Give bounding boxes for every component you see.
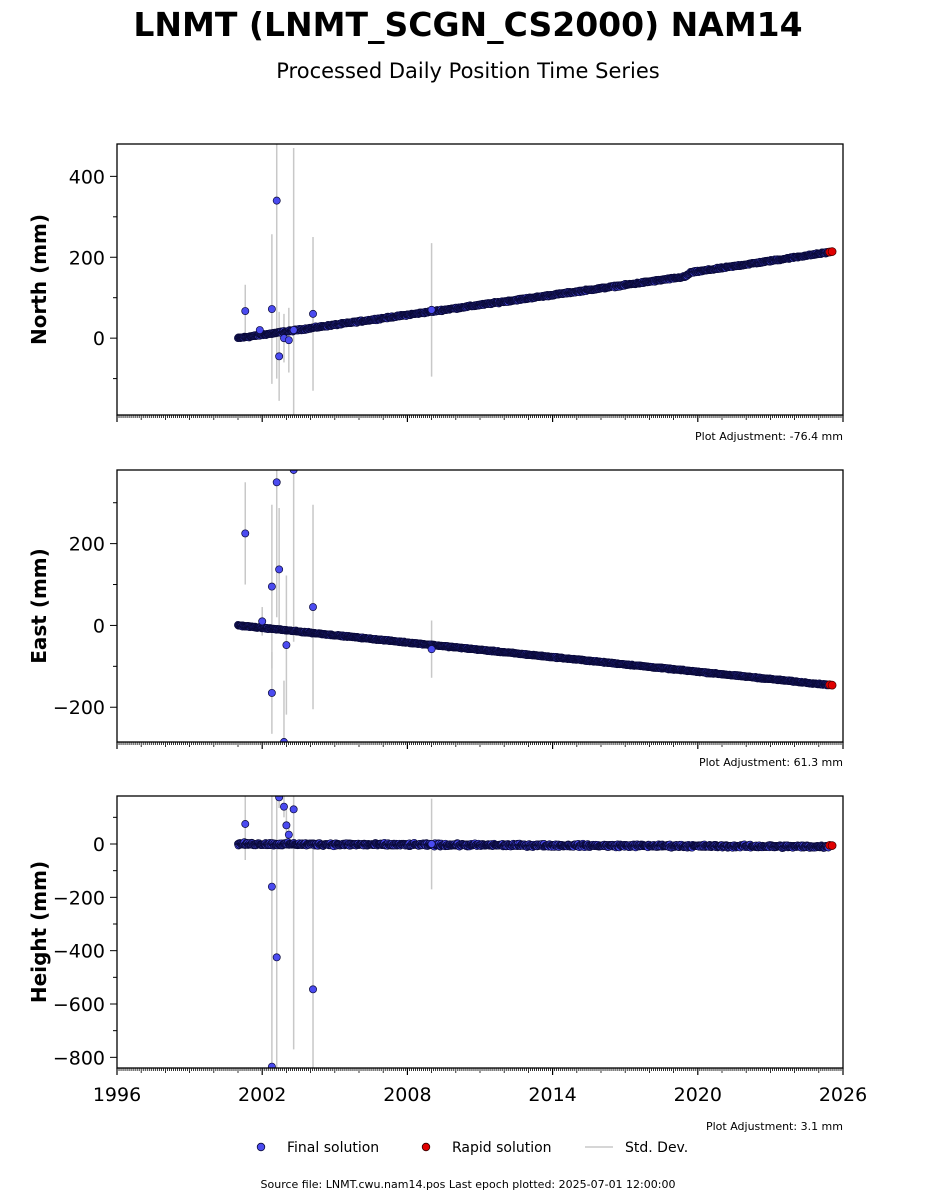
legend: Final solution Rapid solution Std. Dev.	[256, 1140, 688, 1156]
rapid-point	[827, 247, 837, 256]
final-point-outlier	[275, 796, 284, 802]
panel-1: 0 200 400 North (mm) Plot Adjustment: -76.4 …	[27, 143, 844, 443]
y-axis-label: East (mm)	[27, 548, 51, 664]
final-point-outlier	[267, 1062, 276, 1068]
chart-title: LNMT (LNMT_SCGN_CS2000) NAM14	[133, 5, 802, 44]
rapid-point	[827, 680, 837, 690]
legend-stddev-label: Std. Dev.	[625, 1140, 688, 1156]
y-tick-label: −600	[53, 994, 105, 1016]
y-tick-label: 200	[69, 534, 105, 556]
legend-rapid-label: Rapid solution	[452, 1140, 552, 1156]
y-tick-label: −400	[53, 941, 105, 963]
y-tick-label: −200	[53, 887, 105, 909]
final-point-outlier	[241, 529, 250, 538]
final-point-outlier	[282, 821, 291, 830]
x-tick-label: 2014	[528, 1084, 576, 1106]
axes-frame	[116, 469, 844, 743]
final-point-outlier	[272, 953, 281, 962]
panel-2: −200 0 200 East (mm) Plot Adjustment: 61.3 m…	[27, 469, 844, 769]
final-point-outlier	[267, 882, 276, 891]
plot-adjustment-note: Plot Adjustment: 61.3 mm	[699, 756, 843, 769]
final-point-outlier	[241, 820, 250, 828]
final-point-outlier	[284, 336, 293, 345]
panel-3: −800 −600 −400 −200 0 Height (mm) 1996 2002 2008…	[27, 795, 867, 1133]
final-point-outlier	[427, 840, 436, 848]
final-point-outlier	[289, 326, 298, 335]
y-axis-label: North (mm)	[27, 214, 51, 345]
final-point-outlier	[309, 603, 317, 611]
plot-area	[234, 144, 837, 415]
final-point-outlier	[427, 305, 436, 314]
axes-frame	[116, 795, 844, 1069]
y-tick-label: 0	[93, 834, 105, 856]
plot-area	[234, 796, 837, 1068]
y-tick-label: −800	[53, 1047, 105, 1069]
x-tick-label: 2008	[383, 1084, 431, 1106]
legend-final-label: Final solution	[287, 1140, 379, 1156]
final-point-outlier	[282, 641, 291, 650]
x-tick-label: 2020	[674, 1084, 722, 1106]
y-tick-label: 0	[93, 328, 105, 350]
source-note: Source file: LNMT.cwu.nam14.pos Last epo…	[261, 1178, 676, 1191]
final-point-outlier	[275, 565, 284, 574]
final-point-outlier	[309, 985, 317, 994]
final-point-outlier	[289, 470, 298, 474]
rapid-point	[827, 841, 837, 850]
final-point-outlier	[255, 326, 264, 335]
final-point-outlier	[258, 617, 267, 626]
axes-frame	[116, 143, 844, 416]
y-tick-label: 0	[93, 615, 105, 637]
y-tick-label: 400	[69, 166, 105, 188]
plot-adjustment-note: Plot Adjustment: 3.1 mm	[706, 1120, 843, 1133]
final-point-outlier	[280, 738, 288, 742]
final-point-outlier	[272, 196, 281, 205]
x-tick-label: 1996	[93, 1084, 141, 1106]
x-tick-label: 2002	[238, 1084, 286, 1106]
final-point-outlier	[267, 688, 276, 697]
final-point-outlier	[272, 478, 281, 487]
final-point-outlier	[275, 352, 284, 361]
legend-final-marker	[256, 1142, 266, 1152]
y-axis-label: Height (mm)	[27, 861, 51, 1003]
final-point-outlier	[267, 305, 276, 313]
final-point-outlier	[427, 645, 436, 654]
final-point-outlier	[267, 582, 276, 591]
y-tick-label: 200	[69, 247, 105, 269]
plot-adjustment-note: Plot Adjustment: -76.4 mm	[695, 430, 843, 443]
final-point-outlier	[284, 830, 293, 839]
x-tick-label: 2026	[819, 1084, 867, 1106]
final-point-outlier	[289, 805, 298, 814]
panels: 0 200 400 North (mm) Plot Adjustment: -76.4 …	[27, 143, 867, 1133]
plot-area	[234, 470, 837, 742]
final-point-outlier	[241, 307, 250, 315]
final-point-outlier	[309, 309, 317, 318]
legend-rapid-marker	[421, 1142, 431, 1152]
final-point-outlier	[280, 802, 288, 811]
chart-subtitle: Processed Daily Position Time Series	[276, 59, 660, 83]
y-tick-label: −200	[53, 697, 105, 719]
